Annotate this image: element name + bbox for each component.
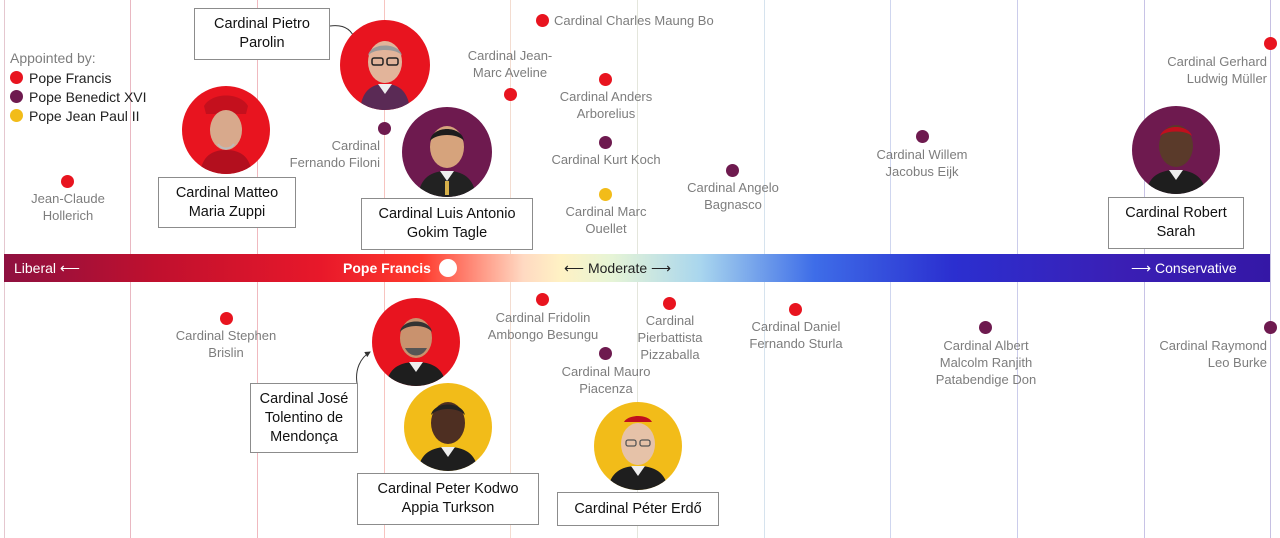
legend: Appointed by: Pope Francis Pope Benedict… <box>10 50 147 125</box>
cardinal-dot-koch <box>599 136 612 149</box>
cardinal-label-bagnasco: Cardinal Angelo Bagnasco <box>687 180 779 212</box>
liberal-label: Liberal ⟵ <box>14 260 80 276</box>
cardinal-dot-filoni <box>378 122 391 135</box>
legend-swatch <box>10 90 23 103</box>
portrait-mendonca <box>372 298 460 386</box>
portrait-tagle <box>402 107 492 197</box>
cardinal-dot-piacenza <box>599 347 612 360</box>
pope-francis-marker-label: Pope Francis <box>343 260 431 276</box>
cardinal-dot-ranjith <box>979 321 992 334</box>
cardinal-card-zuppi: Cardinal Matteo Maria Zuppi <box>158 177 296 228</box>
cardinal-label-brislin: Cardinal Stephen Brislin <box>175 328 277 360</box>
cardinal-card-turkson: Cardinal Peter Kodwo Appia Turkson <box>357 473 539 525</box>
cardinal-dot-sturla <box>789 303 802 316</box>
left-arrow-icon: ⟵ <box>564 260 585 276</box>
cardinal-label-bo: Cardinal Charles Maung Bo <box>554 13 714 28</box>
right-arrow-icon: ⟶ <box>651 260 672 276</box>
cardinal-card-mendonca: Cardinal José Tolentino de Mendonça <box>250 383 358 453</box>
conservative-label: ⟶ Conservative <box>1131 260 1237 276</box>
cardinal-card-sarah: Cardinal Robert Sarah <box>1108 197 1244 249</box>
grid-line <box>1270 0 1271 538</box>
cardinal-dot-muller <box>1264 37 1277 50</box>
cardinal-dot-ouellet <box>599 188 612 201</box>
cardinal-label-piacenza: Cardinal Mauro Piacenza <box>561 364 651 396</box>
cardinal-label-aveline: Cardinal Jean- Marc Aveline <box>467 48 553 80</box>
cardinal-card-erdo: Cardinal Péter Erdő <box>557 492 719 526</box>
cardinal-dot-eijk <box>916 130 929 143</box>
legend-swatch <box>10 71 23 84</box>
cardinal-label-ambongo: Cardinal Fridolin Ambongo Besungu <box>487 310 599 342</box>
portrait-parolin <box>340 20 430 110</box>
cardinal-label-koch: Cardinal Kurt Koch <box>551 152 661 167</box>
portrait-erdo <box>594 402 682 490</box>
cardinal-label-hollerich: Jean-Claude Hollerich <box>31 191 105 223</box>
legend-label: Pope Francis <box>29 69 112 86</box>
portrait-zuppi <box>182 86 270 174</box>
cardinal-dot-arborelius <box>599 73 612 86</box>
legend-item: Pope Jean Paul II <box>10 106 147 125</box>
right-arrow-icon: ⟶ <box>1131 260 1152 276</box>
cardinal-dot-pizzaballa <box>663 297 676 310</box>
cardinal-label-ranjith: Cardinal Albert Malcolm Ranjith Patabendig… <box>935 338 1037 387</box>
cardinal-dot-hollerich <box>61 175 74 188</box>
cardinal-dot-aveline <box>504 88 517 101</box>
cardinal-label-arborelius: Cardinal Anders Arborelius <box>559 89 653 121</box>
legend-item: Pope Francis <box>10 68 147 87</box>
cardinal-label-filoni: Cardinal Fernando Filoni <box>289 138 380 170</box>
spectrum-bar <box>4 254 1270 282</box>
cardinal-dot-ambongo <box>536 293 549 306</box>
cardinal-label-eijk: Cardinal Willem Jacobus Eijk <box>876 147 968 179</box>
cardinal-label-muller: Cardinal Gerhard Ludwig Müller <box>1167 54 1267 86</box>
cardinal-card-tagle: Cardinal Luis Antonio Gokim Tagle <box>361 198 533 250</box>
cardinal-dot-burke <box>1264 321 1277 334</box>
cardinal-card-parolin: Cardinal Pietro Parolin <box>194 8 330 60</box>
left-arrow-icon: ⟵ <box>59 260 80 276</box>
pope-francis-marker <box>439 259 457 277</box>
legend-label: Pope Jean Paul II <box>29 107 140 124</box>
legend-label: Pope Benedict XVI <box>29 88 147 105</box>
cardinal-label-burke: Cardinal Raymond Leo Burke <box>1159 338 1267 370</box>
cardinal-dot-brislin <box>220 312 233 325</box>
cardinal-dot-bo <box>536 14 549 27</box>
portrait-sarah <box>1132 106 1220 194</box>
legend-item: Pope Benedict XVI <box>10 87 147 106</box>
moderate-label: ⟵ Moderate ⟶ <box>564 260 672 276</box>
legend-swatch <box>10 109 23 122</box>
cardinal-label-ouellet: Cardinal Marc Ouellet <box>565 204 647 236</box>
portrait-turkson <box>404 383 492 471</box>
cardinal-label-sturla: Cardinal Daniel Fernando Sturla <box>749 319 843 351</box>
cardinal-dot-bagnasco <box>726 164 739 177</box>
cardinal-label-pizzaballa: Cardinal Pierbattista Pizzaballa <box>637 313 703 362</box>
legend-title: Appointed by: <box>10 50 96 66</box>
